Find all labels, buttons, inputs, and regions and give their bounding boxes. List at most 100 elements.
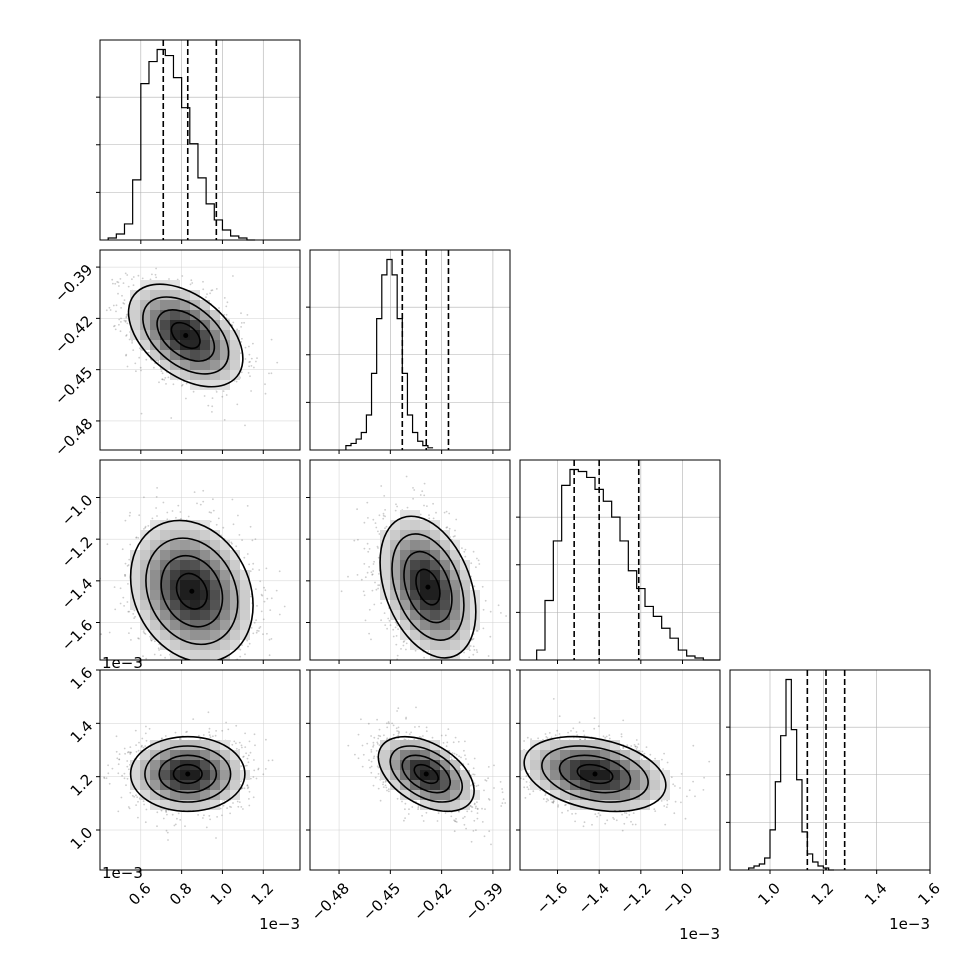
scatter-point [155, 673, 157, 675]
density-cell [420, 560, 430, 570]
density-cell [170, 560, 180, 570]
scatter-point [236, 328, 239, 331]
density-cell [170, 520, 180, 530]
scatter-point [256, 357, 258, 359]
density-cell [200, 300, 210, 310]
scatter-point [243, 321, 246, 324]
density-cell [380, 560, 390, 570]
scatter-point [177, 504, 180, 507]
scatter-point [454, 529, 456, 532]
axes-frame [99, 459, 301, 661]
scatter-point [464, 555, 467, 558]
density-cell [160, 360, 170, 370]
density-cell [460, 570, 470, 580]
scatter-point [239, 352, 242, 355]
density-cell [140, 590, 150, 600]
histogram-step-2 [536, 468, 720, 661]
scatter-point [366, 542, 369, 545]
density-cell [220, 590, 230, 600]
scatter-point [131, 342, 134, 344]
scatter-point [374, 522, 377, 524]
density-cell [190, 600, 200, 610]
scatter-point [158, 649, 161, 651]
scatter-point [239, 671, 241, 673]
scatter-point [482, 627, 485, 630]
density-cell [450, 640, 460, 650]
density-cell [400, 530, 410, 540]
scatter-point [395, 635, 398, 637]
scatter-point [252, 562, 255, 565]
scatter-point [471, 638, 474, 641]
density-cell [430, 640, 440, 650]
density-cell [240, 600, 250, 610]
density-cell [200, 310, 210, 320]
scatter-point [236, 403, 239, 406]
scatter-point [223, 419, 226, 421]
scatter-point [166, 518, 169, 521]
contour-line [127, 283, 244, 388]
density-cell [220, 620, 230, 630]
scatter-point [363, 594, 366, 597]
scatter-point [93, 551, 95, 553]
scatter-point [119, 330, 122, 333]
scatter-point [245, 661, 247, 663]
density-cell [390, 550, 400, 560]
scatter-point [237, 514, 239, 517]
axes-frame [729, 669, 931, 871]
scatter-point [218, 307, 220, 309]
scatter-point [437, 677, 439, 679]
density-cell [140, 340, 150, 350]
density-cell [200, 550, 210, 560]
scatter-point [190, 279, 193, 282]
axes-frame [99, 249, 301, 451]
density-cell [140, 570, 150, 580]
scatter-point [120, 307, 122, 309]
scatter-point [244, 424, 246, 427]
density-cell [210, 350, 220, 360]
scatter-point [115, 310, 117, 313]
scatter-point [126, 601, 129, 603]
scatter-point [446, 688, 448, 690]
scatter-point [181, 383, 184, 386]
density-cell [170, 320, 180, 330]
scatter-point [145, 358, 148, 361]
scatter-point [448, 680, 450, 682]
scatter-point [455, 665, 457, 667]
scatter-point [222, 526, 225, 529]
scatter-point [126, 274, 129, 276]
scatter-point [487, 655, 490, 657]
scatter-point [134, 362, 137, 365]
density-cell [230, 350, 240, 360]
marginal-panel-2 [516, 459, 721, 664]
contour-line [415, 568, 441, 606]
scatter-point [427, 650, 430, 653]
density-cell [200, 330, 210, 340]
scatter-point [458, 663, 460, 665]
density-cell [220, 320, 230, 330]
scatter-point [246, 664, 248, 666]
density-cell [190, 290, 200, 300]
density-cell [150, 540, 160, 550]
scatter-point [125, 313, 128, 316]
density-cell [150, 550, 160, 560]
density-cell [410, 520, 420, 530]
density-cell [200, 650, 210, 660]
scatter-point [155, 267, 158, 270]
density-cell [150, 330, 160, 340]
density-cell [190, 650, 200, 660]
scatter-point [241, 337, 243, 340]
scatter-point [472, 550, 475, 553]
density-cell [420, 620, 430, 630]
density-cell [150, 570, 160, 580]
scatter-point [246, 639, 249, 642]
scatter-point [202, 288, 205, 291]
density-cell [410, 620, 420, 630]
scatter-point [181, 275, 184, 277]
density-cell [440, 540, 450, 550]
scatter-point [428, 668, 430, 670]
density-cell [140, 580, 150, 590]
scatter-point [203, 680, 205, 682]
density-cell [200, 360, 210, 370]
scatter-point [244, 346, 247, 349]
density-cell [240, 570, 250, 580]
